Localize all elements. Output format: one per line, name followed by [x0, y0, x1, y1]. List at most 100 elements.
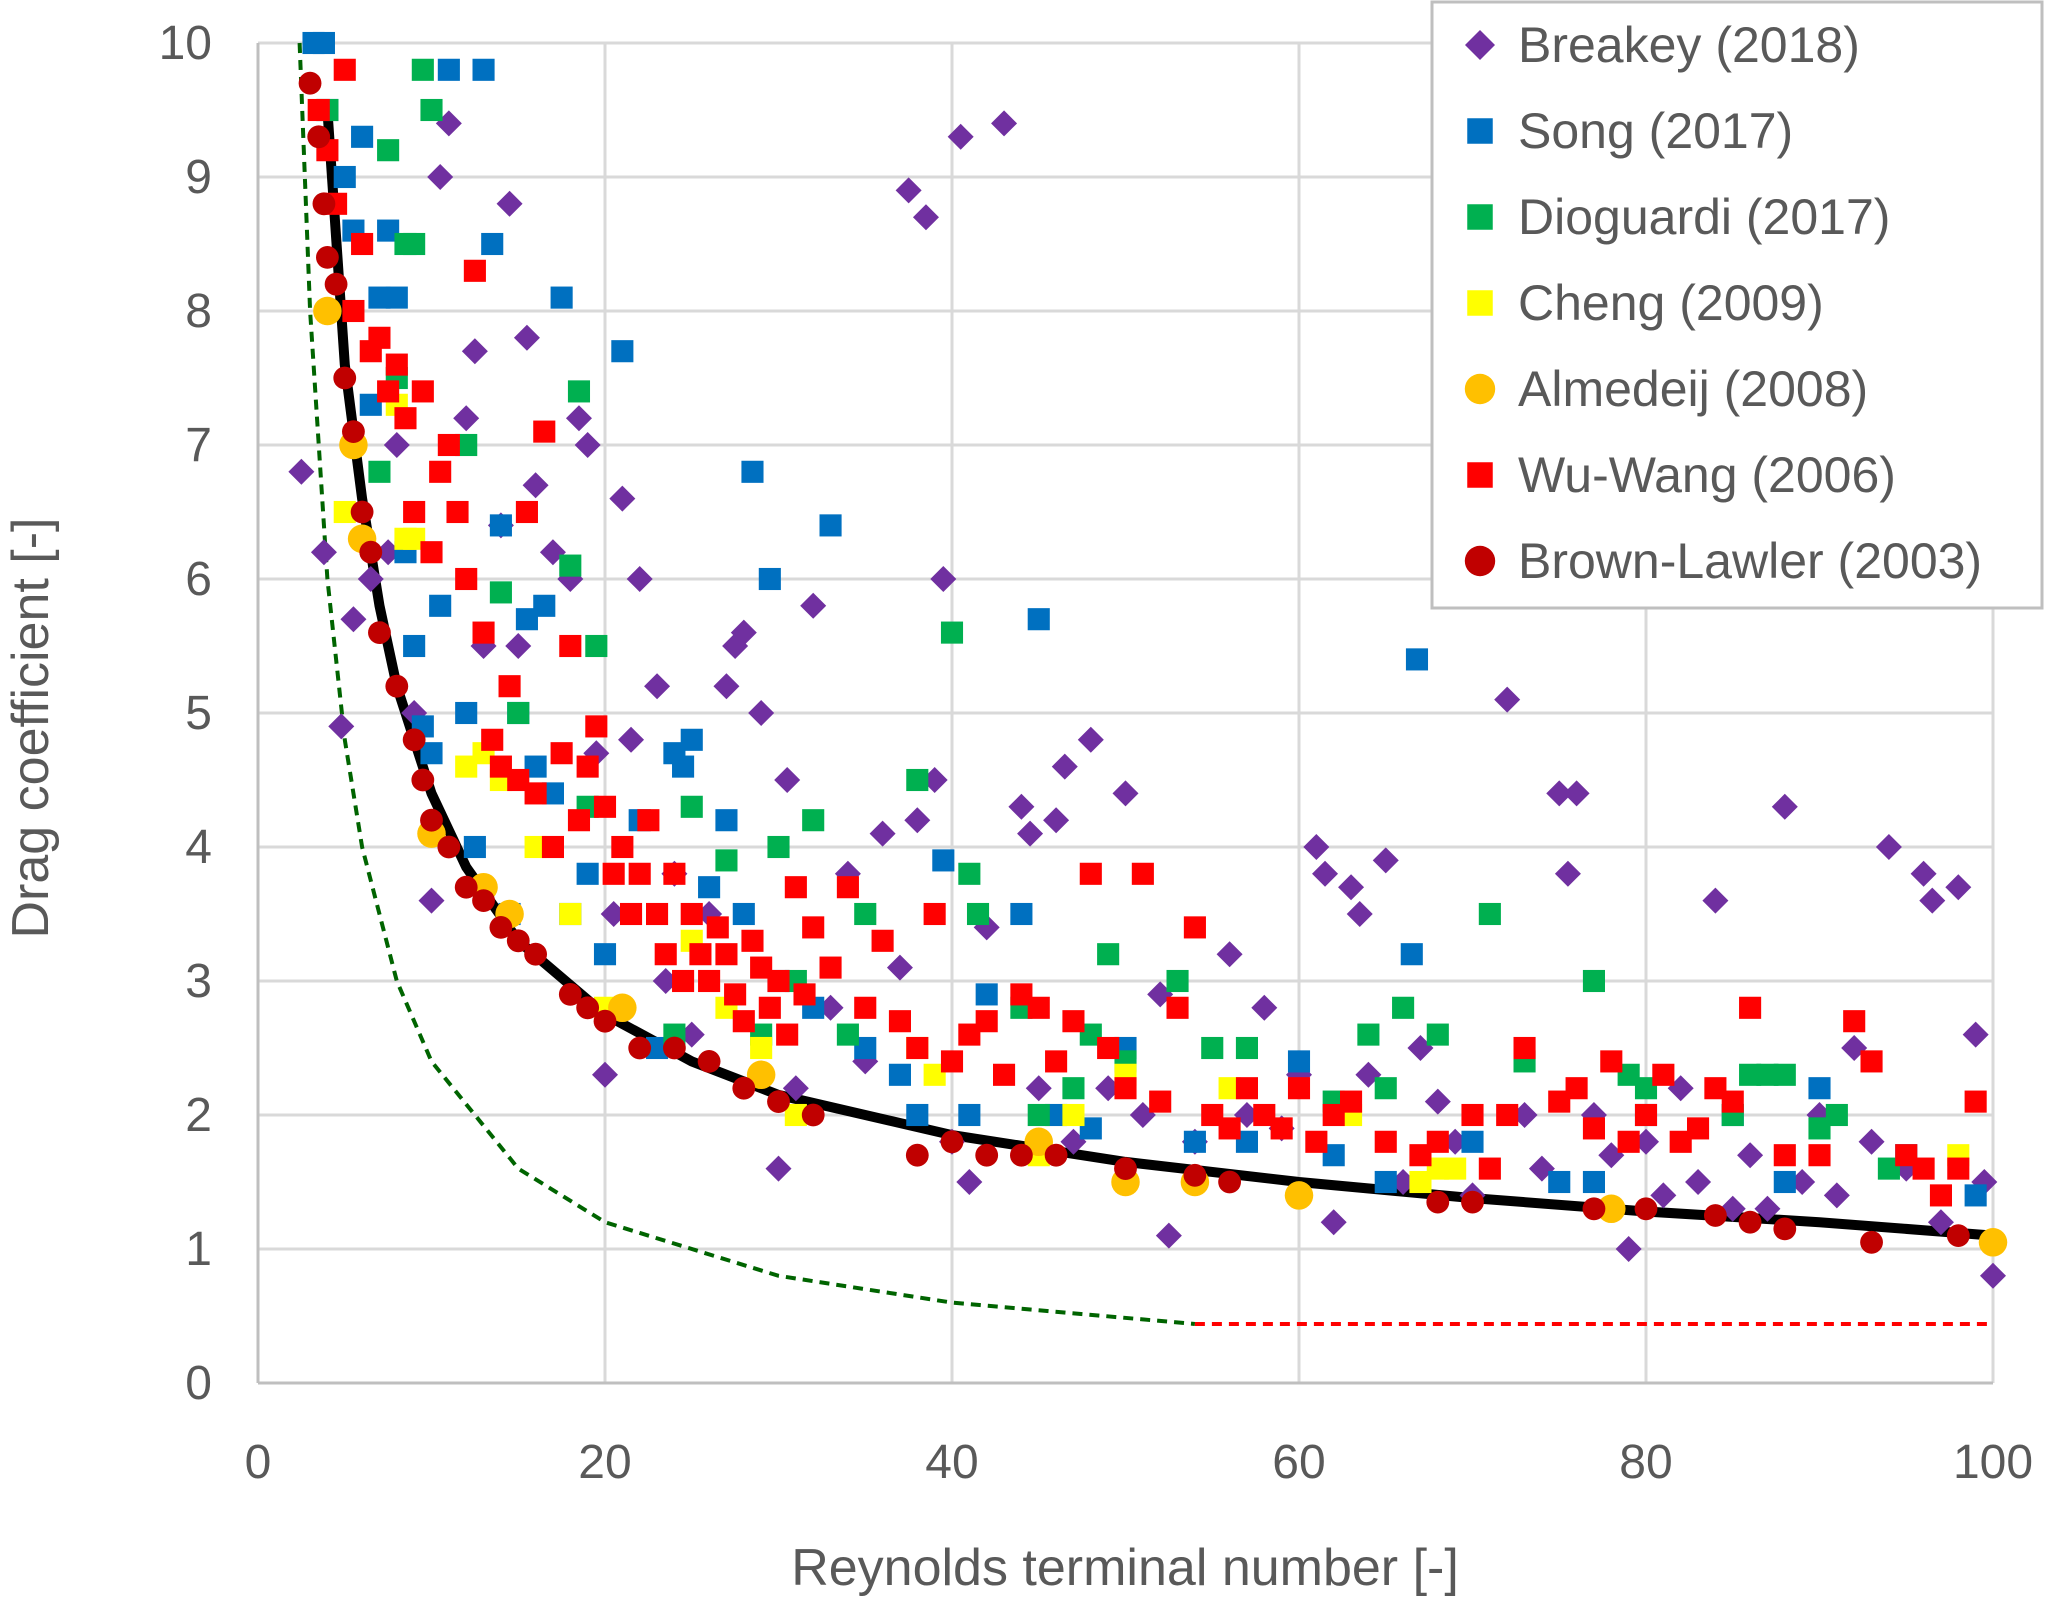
- data-point: [1112, 780, 1139, 807]
- data-point: [567, 380, 591, 403]
- data-point: [310, 539, 337, 566]
- data-point: [1051, 753, 1078, 780]
- legend-entry: Breakey (2018): [1518, 17, 1860, 73]
- data-point: [1617, 1130, 1640, 1153]
- data-point: [1010, 902, 1033, 926]
- data-point: [1251, 994, 1278, 1021]
- data-point: [1860, 1230, 1883, 1254]
- data-point: [724, 983, 747, 1006]
- data-point: [453, 405, 480, 432]
- data-point: [550, 286, 573, 309]
- data-point: [1687, 1117, 1710, 1140]
- data-point: [767, 1090, 790, 1113]
- data-point: [993, 1063, 1016, 1086]
- data-point: [1548, 1170, 1571, 1194]
- data-point: [368, 286, 391, 309]
- data-point: [1808, 1077, 1831, 1100]
- data-point: [966, 902, 990, 926]
- data-point: [1513, 1036, 1536, 1060]
- data-point: [1392, 996, 1415, 1019]
- data-point: [1270, 1117, 1293, 1140]
- data-point: [359, 393, 382, 416]
- y-tick-label: 6: [185, 553, 212, 606]
- grid: [258, 41, 1995, 1383]
- data-point: [1062, 1103, 1085, 1127]
- data-point: [1773, 1170, 1796, 1194]
- data-point: [1947, 1157, 1970, 1180]
- x-tick-label: 60: [1272, 1436, 1325, 1489]
- data-point: [1235, 1036, 1258, 1060]
- data-point: [522, 472, 549, 499]
- y-tick-label: 10: [159, 17, 212, 70]
- y-tick-label: 3: [185, 955, 212, 1008]
- data-point: [644, 673, 671, 700]
- data-point: [377, 219, 400, 242]
- data-point: [609, 485, 636, 512]
- data-point: [558, 983, 582, 1006]
- data-point: [628, 1036, 652, 1060]
- data-point: [869, 820, 896, 847]
- data-point: [1218, 1117, 1241, 1140]
- data-point: [420, 742, 443, 765]
- data-point: [420, 808, 443, 832]
- data-point: [541, 782, 564, 805]
- y-tick-label: 7: [185, 419, 212, 472]
- legend-box: [1430, 0, 2044, 610]
- data-point: [1218, 1077, 1241, 1100]
- data-point: [533, 420, 556, 443]
- x-axis-title: Reynolds terminal number [-]: [791, 1539, 1459, 1597]
- data-point: [1478, 1157, 1501, 1180]
- data-point: [1652, 1063, 1675, 1086]
- data-point: [1025, 1075, 1052, 1102]
- data-point: [1823, 1182, 1850, 1209]
- data-point: [1374, 1130, 1397, 1153]
- data-point: [975, 1010, 998, 1033]
- data-point: [403, 500, 426, 524]
- data-point: [1201, 1036, 1224, 1060]
- legend-entry: Song (2017): [1518, 103, 1793, 159]
- data-point: [958, 862, 981, 885]
- data-point: [565, 405, 592, 432]
- data-point: [1739, 996, 1762, 1019]
- data-point: [784, 1103, 807, 1127]
- y-tick-label: 0: [185, 1357, 212, 1410]
- data-point: [593, 795, 617, 818]
- data-point: [1340, 1090, 1363, 1113]
- data-point: [1843, 1010, 1866, 1033]
- data-point: [1405, 648, 1429, 671]
- legend-entry: Brown-Lawler (2003): [1518, 533, 1982, 589]
- data-point: [312, 192, 336, 216]
- data-point: [819, 956, 842, 979]
- data-point: [1114, 1077, 1137, 1100]
- data-point: [628, 862, 651, 885]
- data-point: [559, 902, 582, 926]
- data-point: [663, 862, 686, 885]
- data-point: [1235, 1077, 1258, 1100]
- data-point: [1235, 1130, 1258, 1153]
- legend-marker: [1465, 30, 1495, 60]
- data-point: [385, 286, 408, 309]
- data-point: [1253, 1103, 1276, 1127]
- data-point: [715, 809, 738, 832]
- data-point: [923, 1063, 946, 1086]
- data-point: [689, 943, 712, 966]
- data-point: [1183, 1163, 1207, 1187]
- data-point: [576, 996, 600, 1020]
- data-point: [1582, 969, 1605, 993]
- data-point: [1910, 860, 1937, 887]
- data-point: [1284, 1181, 1314, 1210]
- data-point: [741, 929, 764, 952]
- data-point: [680, 902, 703, 926]
- x-tick-label: 80: [1619, 1436, 1672, 1489]
- data-point: [524, 755, 547, 778]
- data-point: [1426, 1157, 1449, 1180]
- data-point: [333, 500, 356, 524]
- data-point: [288, 458, 315, 485]
- data-point: [947, 123, 974, 150]
- data-point: [1964, 1184, 1987, 1207]
- data-point: [411, 380, 434, 403]
- data-point: [906, 1036, 929, 1060]
- data-point: [1114, 1157, 1137, 1180]
- data-point: [1027, 1103, 1050, 1127]
